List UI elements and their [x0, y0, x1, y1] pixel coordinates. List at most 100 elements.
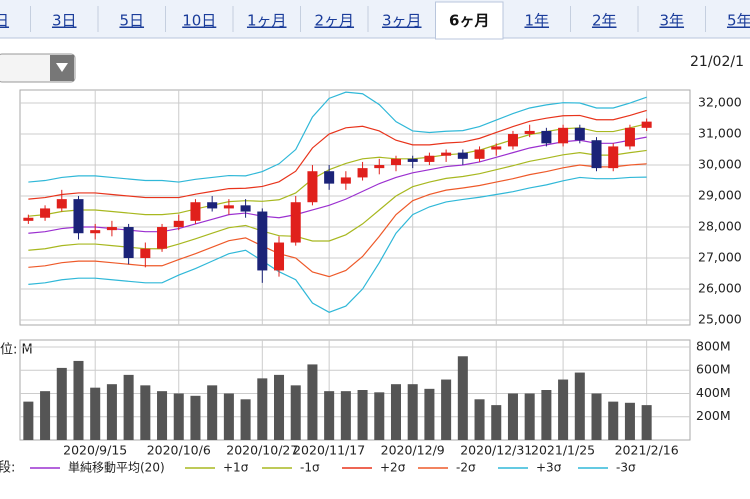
- volume-bar: [524, 393, 535, 440]
- volume-frame: [19, 339, 691, 441]
- volume-bar: [357, 390, 368, 440]
- volume-bar: [390, 384, 401, 440]
- x-tick-label: 2020/10/6: [147, 443, 211, 458]
- candle-body: [340, 177, 351, 184]
- candle-body: [23, 217, 34, 221]
- volume-bar: [558, 379, 569, 440]
- volume-bar: [56, 367, 67, 440]
- candle-body: [157, 227, 168, 249]
- x-tick-label: 2020/9/15: [63, 443, 127, 458]
- volume-bar: [591, 393, 602, 440]
- tab[interactable]: 1日: [0, 12, 9, 30]
- legend-label: -3σ: [616, 461, 636, 475]
- candle-body: [207, 202, 218, 209]
- tab[interactable]: 2ヶ月: [314, 12, 354, 30]
- date: 21/02/1: [690, 54, 744, 70]
- candle-body: [524, 130, 535, 135]
- volume-bar: [240, 399, 251, 440]
- candle-body: [307, 171, 318, 203]
- tab[interactable]: 3ヶ月: [382, 12, 422, 30]
- volume-bar: [140, 385, 151, 440]
- tab-selected: [435, 1, 504, 40]
- band-line: [28, 136, 647, 234]
- volume-tick-label: 200M: [696, 408, 731, 423]
- volume-bar: [457, 356, 468, 440]
- candle-body: [40, 208, 51, 218]
- candle-body: [324, 171, 335, 184]
- band-line: [28, 91, 647, 183]
- candle-body: [541, 130, 552, 144]
- candle-body: [257, 211, 268, 271]
- volume-tick-label: 600M: [696, 362, 731, 377]
- band-line: [28, 163, 647, 278]
- legend-label: 単純移動平均(20): [68, 461, 165, 475]
- tab[interactable]: 10日: [182, 12, 216, 30]
- y-tick-label: 30,000: [698, 157, 742, 172]
- candle-body: [223, 205, 234, 209]
- candle-body: [90, 230, 101, 234]
- volume-bar: [608, 401, 619, 440]
- y-tick-label: 32,000: [698, 95, 742, 110]
- tab[interactable]: 5日: [119, 12, 144, 30]
- candle-body: [591, 140, 602, 169]
- volume-bar: [40, 391, 51, 440]
- tab[interactable]: 3日: [52, 12, 77, 30]
- volume-bar: [474, 399, 485, 440]
- tab[interactable]: 1年: [524, 12, 549, 30]
- candle-body: [240, 205, 251, 212]
- tab[interactable]: 1ヶ月: [247, 12, 287, 30]
- volume-bar: [307, 364, 318, 440]
- volume-bar: [424, 388, 435, 440]
- candle-body: [140, 248, 151, 259]
- volume-bar: [507, 393, 518, 440]
- volume-bar: [223, 393, 234, 440]
- candle-body: [424, 155, 435, 162]
- candle-body: [574, 127, 585, 141]
- candle-body: [608, 146, 619, 169]
- candle-body: [407, 158, 418, 162]
- candle-body: [474, 149, 485, 159]
- candle-body: [507, 134, 518, 147]
- volume-bar: [574, 372, 585, 440]
- y-tick-label: 28,000: [698, 219, 742, 234]
- x-tick-label: 2020/10/27: [226, 443, 298, 458]
- volume-bar: [90, 387, 101, 440]
- candle-body: [558, 127, 569, 144]
- candle-body: [624, 127, 635, 147]
- band-line: [28, 109, 647, 200]
- candle-body: [441, 152, 452, 156]
- candle-body: [190, 202, 201, 221]
- x-tick-label: 2021/1/25: [531, 443, 595, 458]
- volume-bar: [491, 405, 502, 440]
- volume-tick-label: 400M: [696, 385, 731, 400]
- candle-body: [106, 227, 117, 231]
- candle-body: [290, 202, 301, 243]
- y-tick-label: 25,000: [698, 312, 742, 327]
- volume-bar: [173, 393, 184, 440]
- candle-body: [274, 242, 285, 271]
- tab[interactable]: 5年: [727, 12, 750, 30]
- volume-bar: [441, 379, 452, 440]
- volume-tick-label: 800M: [696, 338, 731, 353]
- volume-bar: [274, 374, 285, 440]
- candle-body: [457, 152, 468, 159]
- tab[interactable]: 3年: [659, 12, 684, 30]
- tab[interactable]: 6ヶ月: [449, 12, 489, 30]
- volume-bar: [624, 402, 635, 440]
- volume-bar: [257, 378, 268, 440]
- volume-unit: 位: M: [0, 343, 33, 358]
- dropdown-arrow: [56, 63, 68, 72]
- band-line: [28, 176, 647, 313]
- volume-bar: [23, 401, 34, 440]
- candle-body: [123, 227, 134, 259]
- tab[interactable]: 2年: [592, 12, 617, 30]
- x-tick-label: 2020/12/9: [381, 443, 445, 458]
- candle-body: [641, 121, 652, 128]
- volume-bar: [290, 385, 301, 440]
- candle-body: [357, 168, 368, 178]
- y-tick-label: 29,000: [698, 188, 742, 203]
- candle-body: [491, 146, 502, 150]
- candle-body: [73, 199, 84, 234]
